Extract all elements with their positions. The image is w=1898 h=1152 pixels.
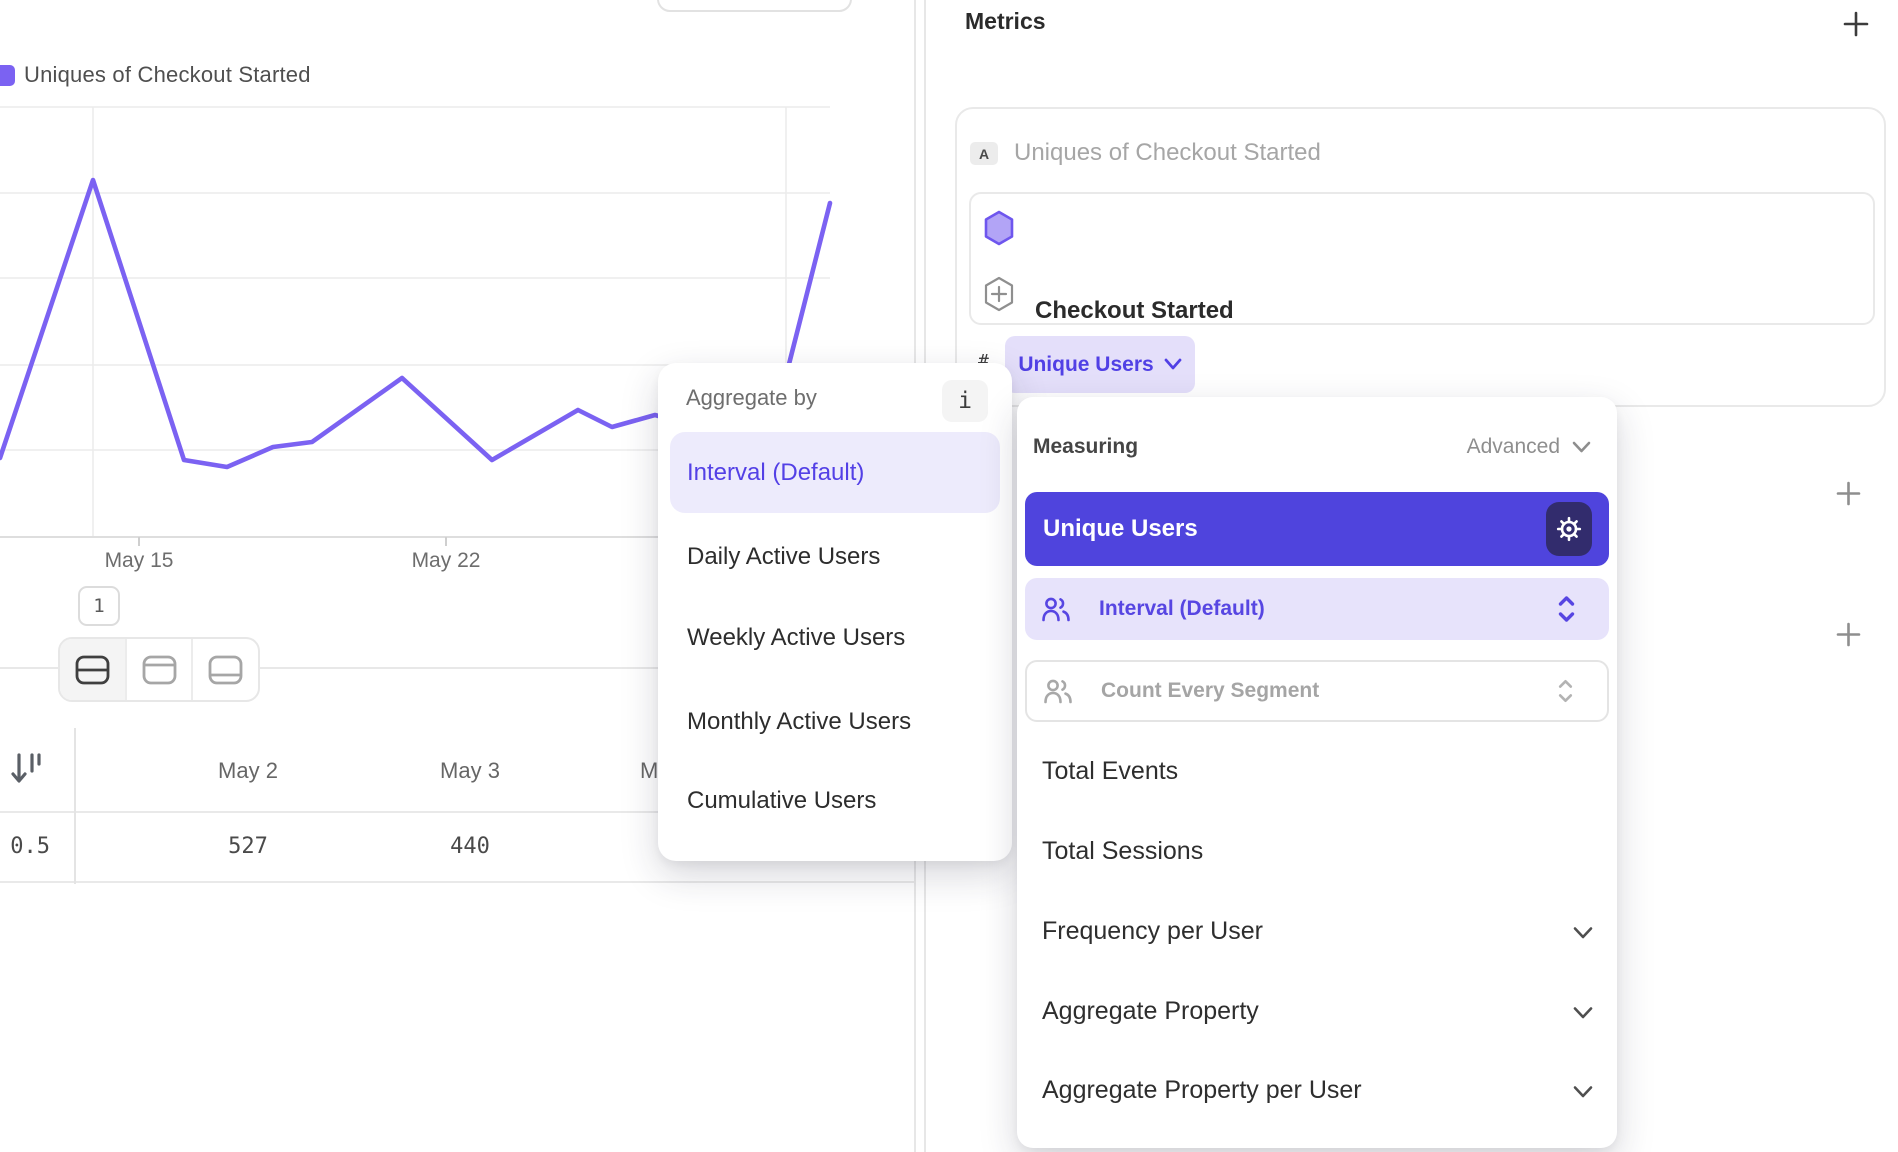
- table-column-divider: [74, 728, 76, 884]
- selected-option-highlight: [670, 432, 1000, 513]
- menu-item-interval-default[interactable]: Interval (Default): [687, 459, 865, 486]
- gear-icon: [1556, 516, 1582, 542]
- add-event-hexagon-plus-icon[interactable]: [983, 276, 1015, 312]
- menu-item-frequency-per-user[interactable]: Frequency per User: [1042, 917, 1263, 945]
- measure-chip-label: Unique Users: [1018, 352, 1154, 376]
- page-number-badge[interactable]: 1: [78, 586, 120, 626]
- metric-letter-badge: A: [970, 142, 998, 165]
- table-row-border: [0, 881, 915, 883]
- chevron-down-icon: [1572, 441, 1591, 452]
- menu-item-monthly-active-users[interactable]: Monthly Active Users: [687, 708, 912, 735]
- users-icon: [1043, 678, 1073, 704]
- advanced-label: Advanced: [1466, 435, 1560, 458]
- layout-chart-over-table-button[interactable]: [60, 639, 125, 700]
- sort-descending-icon[interactable]: [10, 750, 44, 788]
- plus-icon: [1836, 481, 1861, 506]
- measure-settings-button[interactable]: [1546, 502, 1592, 556]
- plus-icon: [1843, 11, 1869, 37]
- chevron-down-icon: [1573, 1006, 1593, 1020]
- menu-item-weekly-active-users[interactable]: Weekly Active Users: [687, 624, 906, 651]
- menu-item-aggregate-property-per-user[interactable]: Aggregate Property per User: [1042, 1076, 1362, 1104]
- table-header-cell[interactable]: May 2: [218, 758, 278, 783]
- add-filter-button[interactable]: [1835, 480, 1862, 507]
- count-every-segment-label: Count Every Segment: [1101, 679, 1320, 702]
- layout-toggle-group: [58, 637, 260, 702]
- x-axis-label: May 22: [411, 549, 481, 572]
- layout-table-bottom-button[interactable]: [191, 639, 258, 700]
- chevron-up-down-icon: [1558, 595, 1575, 623]
- chevron-up-down-icon: [1558, 678, 1573, 704]
- plus-icon: [1836, 622, 1861, 647]
- count-every-segment-select[interactable]: Count Every Segment: [1025, 660, 1609, 722]
- menu-item-aggregate-property[interactable]: Aggregate Property: [1042, 997, 1259, 1025]
- popover-title: Aggregate by: [686, 385, 817, 410]
- layout-table-bottom-icon: [208, 655, 243, 684]
- chevron-down-icon: [1573, 1085, 1593, 1099]
- menu-item-total-sessions[interactable]: Total Sessions: [1042, 837, 1204, 865]
- event-card: Checkout Started Add Event: [969, 192, 1875, 389]
- series-color-swatch: [0, 64, 15, 86]
- add-breakdown-button[interactable]: [1835, 621, 1862, 648]
- chevron-down-icon: [1573, 926, 1593, 940]
- legend-label: Uniques of Checkout Started: [24, 62, 311, 87]
- layout-table-top-button[interactable]: [124, 639, 192, 700]
- chevron-down-icon: [1164, 358, 1182, 370]
- add-metric-button[interactable]: [1842, 10, 1870, 38]
- table-header-cell[interactable]: M: [640, 758, 659, 783]
- info-icon[interactable]: i: [942, 380, 988, 422]
- users-icon: [1041, 596, 1071, 622]
- layout-table-top-icon: [142, 655, 176, 684]
- selected-measure-row[interactable]: Unique Users: [1025, 492, 1609, 566]
- menu-item-total-events[interactable]: Total Events: [1042, 757, 1179, 785]
- measure-chip[interactable]: Unique Users: [1005, 336, 1195, 393]
- table-header-border: [0, 811, 915, 813]
- chart-legend[interactable]: Uniques of Checkout Started: [0, 62, 311, 88]
- interval-select-label: Interval (Default): [1099, 597, 1265, 620]
- menu-item-cumulative-users[interactable]: Cumulative Users: [687, 787, 877, 814]
- interval-select[interactable]: Interval (Default): [1025, 578, 1609, 640]
- table-row-label: 0.5: [10, 834, 50, 859]
- menu-item-daily-active-users[interactable]: Daily Active Users: [687, 543, 881, 570]
- table-header-cell[interactable]: May 3: [440, 758, 500, 783]
- event-hexagon-icon: [983, 210, 1015, 246]
- section-divider: [0, 667, 916, 669]
- table-cell: 527: [228, 834, 268, 859]
- metric-card: A Uniques of Checkout Started Checkout S…: [955, 107, 1886, 407]
- metric-name-placeholder[interactable]: Uniques of Checkout Started: [1014, 139, 1321, 166]
- measuring-title: Measuring: [1033, 435, 1139, 458]
- event-name[interactable]: Checkout Started: [1035, 297, 1234, 324]
- x-axis-label: May 15: [104, 549, 174, 572]
- hash-prefix: #: [978, 351, 989, 372]
- metrics-section-title: Metrics: [965, 8, 1046, 34]
- aggregate-by-popover: Aggregate by i Interval (Default) Daily …: [658, 363, 1012, 861]
- layout-chart-over-table-icon: [75, 655, 110, 684]
- table-cell: 440: [450, 834, 490, 859]
- measuring-panel: Measuring Advanced Unique Users: [1017, 397, 1617, 1148]
- selected-measure-label: Unique Users: [1043, 515, 1198, 542]
- advanced-mode-dropdown[interactable]: Advanced: [1467, 435, 1591, 459]
